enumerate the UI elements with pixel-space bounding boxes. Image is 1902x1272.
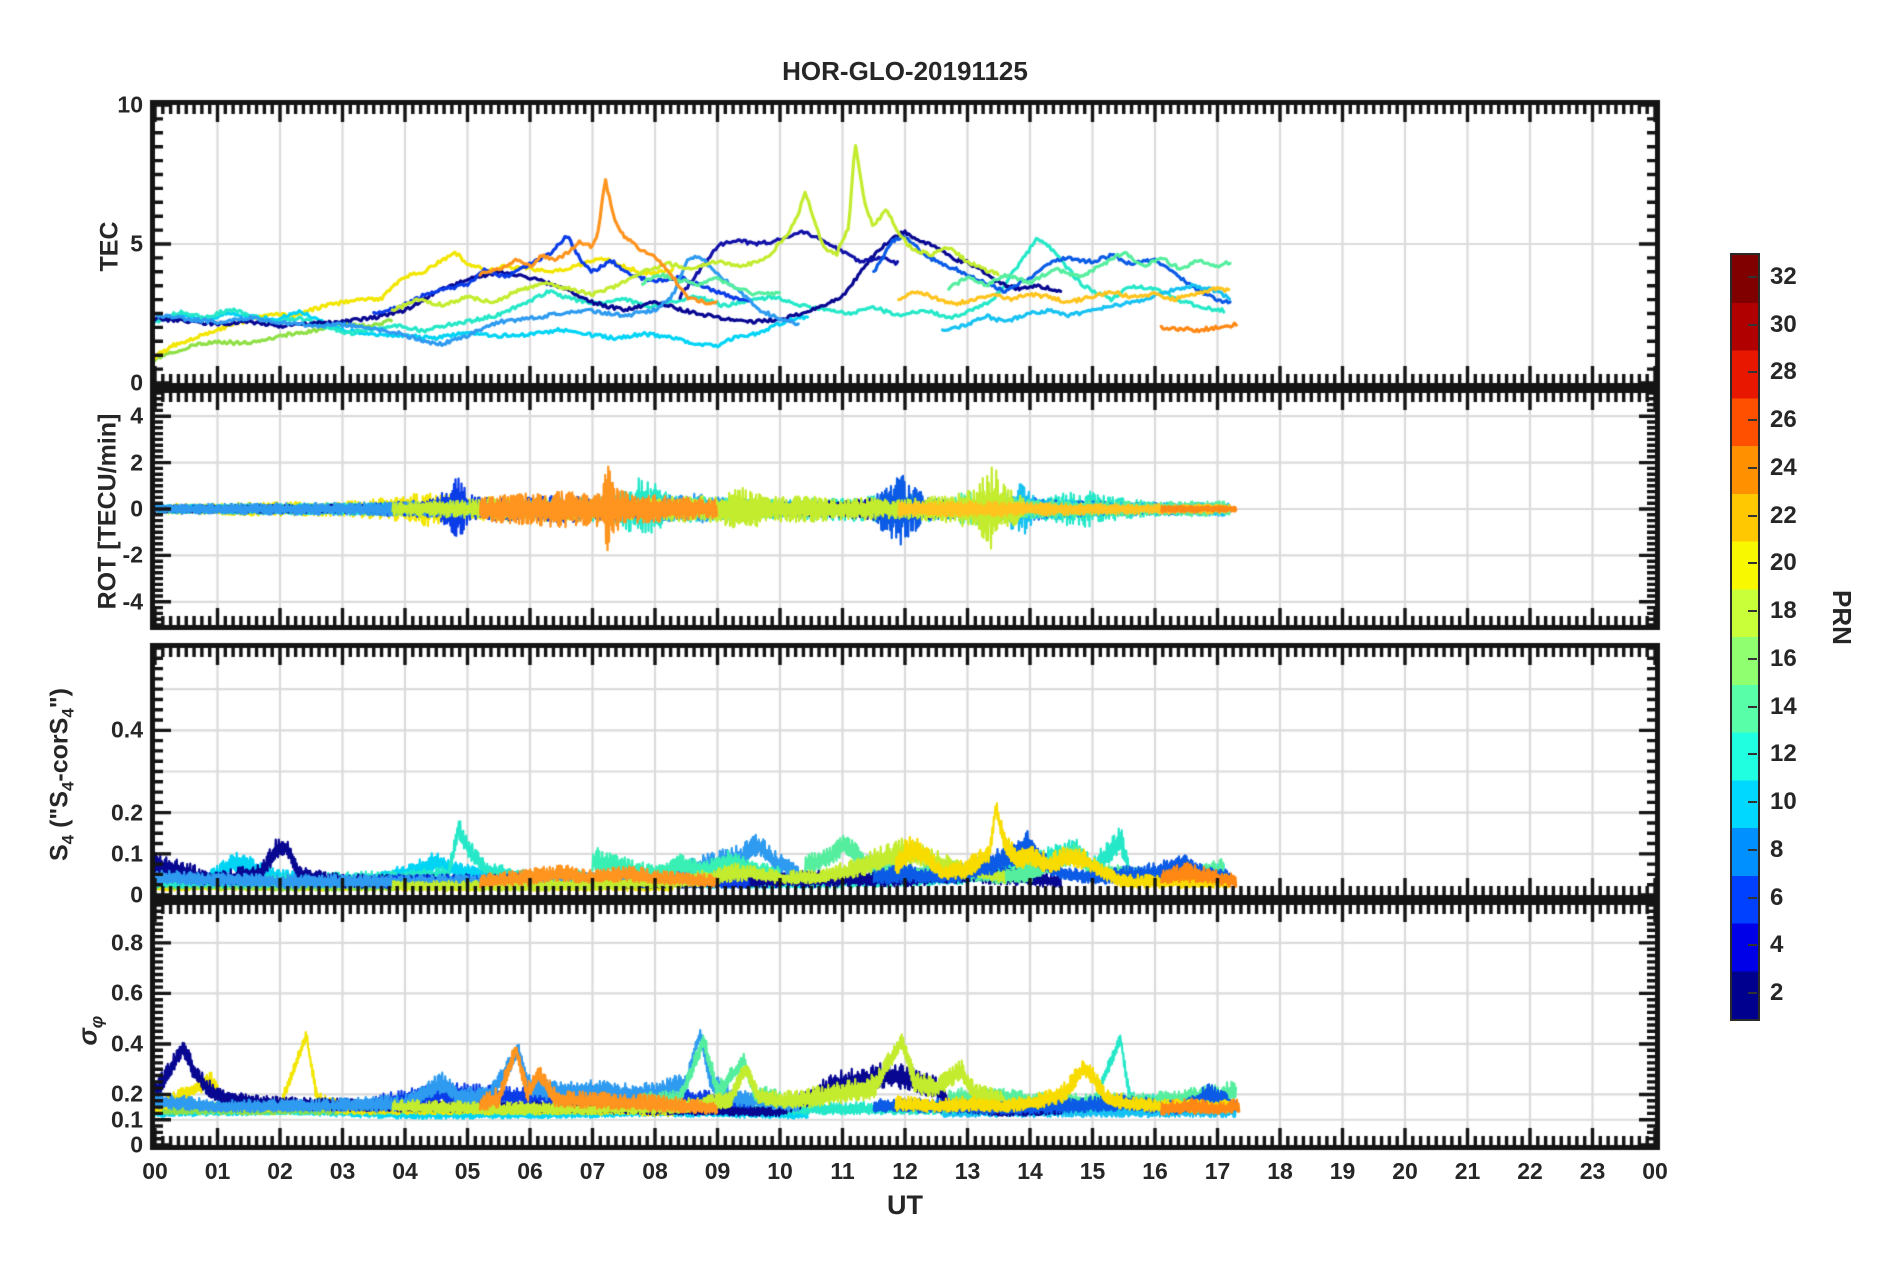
colorbar-tick-mark — [1748, 562, 1757, 565]
colorbar-tick-label: 30 — [1770, 310, 1797, 338]
x-tick-label: 00 — [142, 1158, 168, 1184]
colorbar-tick-mark — [1748, 466, 1757, 469]
colorbar-tick-mark — [1748, 275, 1757, 278]
x-tick-label: 09 — [704, 1158, 731, 1184]
x-tick-label: 16 — [1142, 1158, 1168, 1184]
colorbar-tick-label: 12 — [1770, 740, 1797, 768]
y-tick-label: 0.4 — [111, 716, 143, 743]
colorbar-tick-label: 18 — [1770, 597, 1797, 625]
x-tick-label: 05 — [454, 1158, 481, 1184]
y-axis-label-s4: S4 ("S4-corS4") — [45, 688, 78, 861]
colorbar-tick-mark — [1748, 992, 1757, 995]
x-tick-label: 11 — [830, 1158, 855, 1184]
colorbar-tick-mark — [1748, 514, 1757, 517]
colorbar-tick-mark — [1748, 848, 1757, 851]
y-tick-label: 0 — [130, 881, 143, 908]
y-axis-label-rot: ROT [TECU/min] — [93, 413, 122, 610]
colorbar-tick-label: 24 — [1770, 453, 1797, 481]
colorbar-tick-label: 32 — [1770, 262, 1797, 290]
colorbar-tick-mark — [1748, 610, 1757, 613]
x-tick-label: 17 — [1204, 1158, 1231, 1184]
colorbar-tick-mark — [1748, 323, 1757, 326]
colorbar-tick-label: 6 — [1770, 883, 1784, 911]
colorbar-label: PRN — [1827, 590, 1857, 645]
colorbar-tick-label: 8 — [1770, 835, 1784, 863]
colorbar-tick-mark — [1748, 753, 1757, 756]
y-tick-label: 0 — [130, 369, 143, 396]
y-tick-label: 0.1 — [111, 1106, 143, 1133]
y-tick-label: 0 — [130, 1131, 143, 1158]
colorbar-tick-label: 2 — [1770, 979, 1784, 1007]
colorbar-tick-mark — [1748, 801, 1757, 804]
x-tick-label: 03 — [329, 1158, 356, 1184]
y-tick-label: 4 — [130, 402, 143, 429]
y-tick-label: 0.6 — [111, 979, 143, 1006]
colorbar-tick-label: 22 — [1770, 501, 1797, 529]
chart-title: HOR-GLO-20191125 — [782, 56, 1028, 86]
x-tick-label: 10 — [767, 1158, 793, 1184]
x-tick-label: 06 — [517, 1158, 543, 1184]
y-tick-label: 0.4 — [111, 1030, 143, 1057]
x-tick-label: 07 — [579, 1158, 606, 1184]
x-tick-label: 00 — [1642, 1158, 1668, 1184]
x-tick-label: 13 — [954, 1158, 981, 1184]
x-axis-label: UT — [887, 1190, 923, 1220]
y-axis-label-tec: TEC — [95, 221, 124, 272]
y-tick-label: 0.8 — [111, 929, 143, 956]
y-tick-label: 2 — [130, 449, 143, 476]
x-tick-label: 02 — [267, 1158, 293, 1184]
y-tick-label: 0.1 — [111, 840, 143, 867]
colorbar-tick-label: 28 — [1770, 358, 1797, 386]
colorbar-tick-label: 20 — [1770, 549, 1797, 577]
x-tick-label: 23 — [1579, 1158, 1606, 1184]
colorbar-tick-mark — [1748, 419, 1757, 422]
colorbar-tick-mark — [1748, 657, 1757, 660]
y-tick-label: 0.2 — [111, 799, 143, 826]
colorbar-tick-label: 14 — [1770, 692, 1797, 720]
colorbar-tick-label: 10 — [1770, 788, 1797, 816]
y-tick-label: 10 — [117, 91, 143, 118]
colorbar-tick-mark — [1748, 896, 1757, 899]
x-tick-label: 21 — [1454, 1158, 1481, 1184]
colorbar-tick-mark — [1748, 705, 1757, 708]
colorbar-tick-mark — [1748, 371, 1757, 374]
x-tick-label: 01 — [204, 1158, 231, 1184]
x-tick-label: 14 — [1017, 1158, 1043, 1184]
x-tick-label: 19 — [1329, 1158, 1356, 1184]
colorbar-tick-label: 26 — [1770, 406, 1797, 434]
x-tick-label: 04 — [392, 1158, 418, 1184]
y-tick-label: 0 — [130, 495, 143, 522]
colorbar-tick-label: 16 — [1770, 644, 1797, 672]
x-tick-label: 12 — [892, 1158, 918, 1184]
y-tick-label: -4 — [122, 588, 143, 615]
y-axis-label-sigma-phi: σφ — [72, 1015, 107, 1046]
x-tick-label: 18 — [1267, 1158, 1293, 1184]
x-tick-label: 20 — [1392, 1158, 1418, 1184]
colorbar — [1730, 253, 1760, 1021]
y-tick-label: 5 — [130, 230, 143, 257]
colorbar-tick-label: 4 — [1770, 931, 1784, 959]
y-tick-label: -2 — [122, 541, 143, 568]
y-tick-label: 0.2 — [111, 1080, 143, 1107]
x-tick-label: 08 — [642, 1158, 668, 1184]
x-tick-label: 15 — [1079, 1158, 1106, 1184]
x-tick-label: 22 — [1517, 1158, 1543, 1184]
colorbar-tick-mark — [1748, 944, 1757, 947]
